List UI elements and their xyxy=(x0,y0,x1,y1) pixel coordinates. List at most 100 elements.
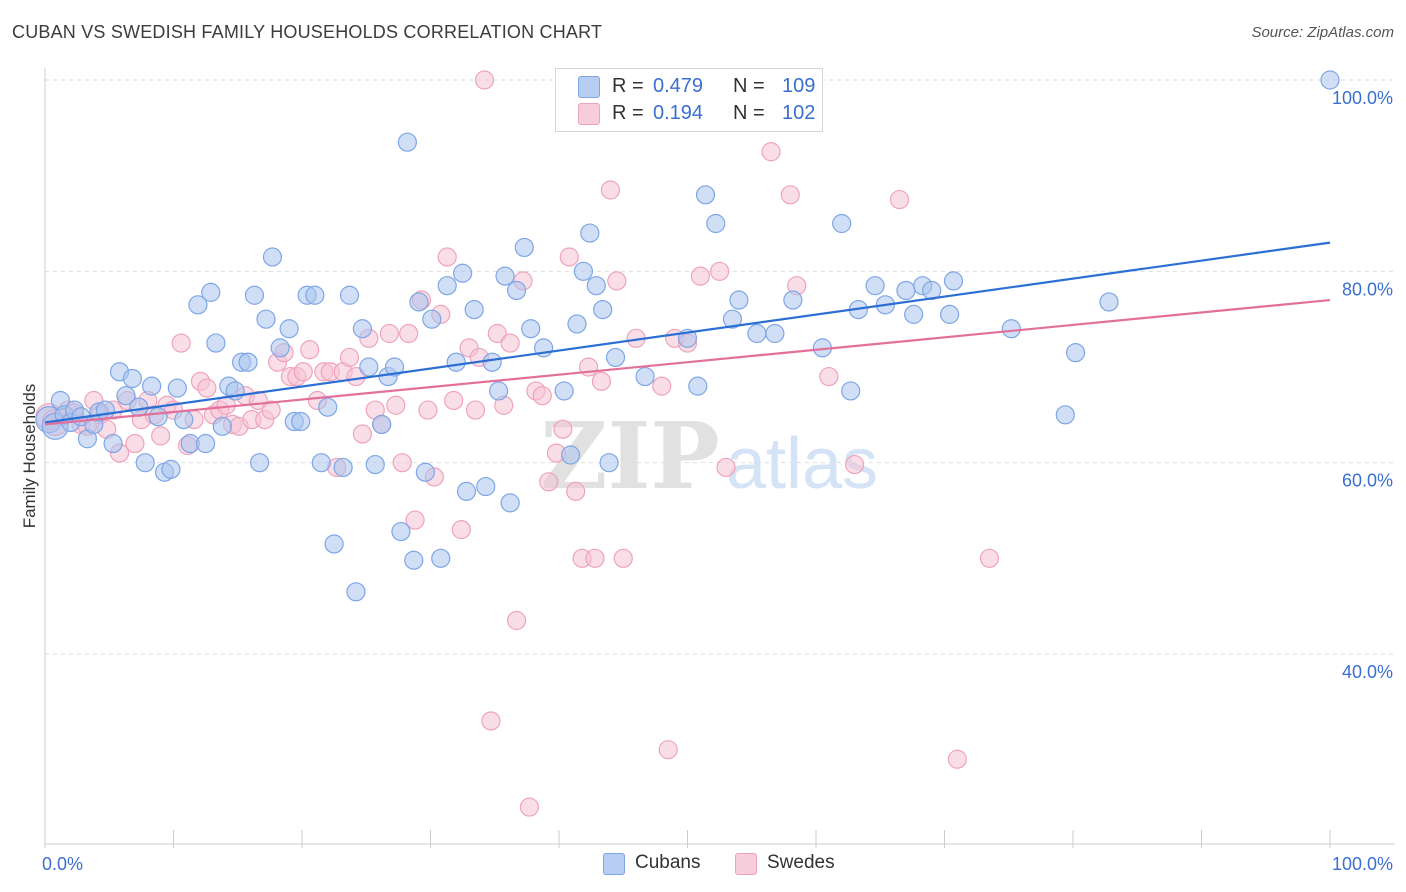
point-swedes xyxy=(889,189,910,210)
point-swedes xyxy=(474,70,495,90)
point-cubans xyxy=(404,550,424,570)
point-swedes xyxy=(519,797,540,817)
point-cubans xyxy=(456,481,477,501)
point-cubans xyxy=(729,290,749,310)
point-cubans xyxy=(783,290,803,310)
point-swedes xyxy=(690,266,710,286)
point-swedes xyxy=(418,400,438,420)
chart-title: CUBAN VS SWEDISH FAMILY HOUSEHOLDS CORRE… xyxy=(12,22,603,42)
point-swedes xyxy=(710,261,730,281)
point-cubans xyxy=(238,352,258,372)
point-cubans xyxy=(122,368,142,389)
point-cubans xyxy=(333,457,353,478)
point-swedes xyxy=(399,323,419,344)
point-cubans xyxy=(148,407,168,427)
bottom-swatch-swedes xyxy=(735,853,757,875)
point-cubans xyxy=(599,453,619,473)
point-cubans xyxy=(446,352,466,372)
data-points xyxy=(35,70,1340,817)
point-swedes xyxy=(437,247,457,267)
point-cubans xyxy=(688,376,708,396)
point-cubans xyxy=(695,185,716,205)
legend-n-value: 109 xyxy=(782,75,816,97)
point-swedes xyxy=(539,472,559,492)
y-tick-label: 40.0% xyxy=(1342,662,1393,682)
point-swedes xyxy=(339,347,360,368)
point-cubans xyxy=(635,366,655,387)
point-cubans xyxy=(142,376,162,396)
point-swedes xyxy=(600,180,621,200)
bottom-legend-label: Swedes xyxy=(767,852,835,873)
point-cubans xyxy=(841,381,861,401)
point-cubans xyxy=(174,410,194,430)
point-swedes xyxy=(392,453,412,473)
point-cubans xyxy=(135,453,155,473)
point-swedes xyxy=(261,400,281,420)
legend-r-value: 0.479 xyxy=(653,75,704,97)
point-swedes xyxy=(780,185,800,205)
point-swedes xyxy=(293,362,313,382)
point-cubans xyxy=(506,280,527,301)
point-swedes xyxy=(566,481,586,501)
point-swedes xyxy=(506,610,527,631)
point-cubans xyxy=(453,263,473,283)
point-cubans xyxy=(943,271,964,291)
point-cubans xyxy=(365,454,385,475)
bottom-legend-label: Cubans xyxy=(635,852,701,873)
point-cubans xyxy=(437,276,457,296)
point-cubans xyxy=(593,300,613,320)
point-cubans xyxy=(1065,343,1086,363)
point-cubans xyxy=(896,280,916,301)
point-cubans xyxy=(129,397,149,417)
legend-swatch-swedes xyxy=(578,103,600,125)
point-swedes xyxy=(607,271,627,291)
point-cubans xyxy=(372,414,392,434)
point-cubans xyxy=(391,521,411,542)
point-cubans xyxy=(249,453,270,473)
point-cubans xyxy=(904,304,924,324)
bottom-swatch-cubans xyxy=(603,853,625,875)
point-cubans xyxy=(482,352,502,372)
point-swedes xyxy=(481,711,501,731)
point-swedes xyxy=(591,371,612,391)
point-cubans xyxy=(318,397,338,417)
point-cubans xyxy=(256,309,276,329)
point-cubans xyxy=(116,386,136,406)
point-cubans xyxy=(586,276,606,296)
point-swedes xyxy=(947,749,967,769)
point-cubans xyxy=(431,548,451,568)
point-swedes xyxy=(559,247,579,267)
point-cubans xyxy=(291,411,311,432)
point-swedes xyxy=(716,457,736,478)
point-cubans xyxy=(188,295,208,315)
point-cubans xyxy=(747,323,767,344)
point-swedes xyxy=(352,424,372,444)
x-tick-label: 0.0% xyxy=(42,854,83,874)
y-tick-label: 60.0% xyxy=(1342,471,1393,491)
point-cubans xyxy=(1320,70,1340,90)
legend-r-label: R = xyxy=(612,102,644,124)
point-cubans xyxy=(103,433,123,454)
point-swedes xyxy=(197,378,217,398)
point-swedes xyxy=(379,323,399,344)
point-cubans xyxy=(212,416,232,436)
point-cubans xyxy=(521,319,541,339)
point-swedes xyxy=(761,142,781,162)
point-cubans xyxy=(324,534,344,554)
point-swedes xyxy=(451,520,471,540)
point-swedes xyxy=(125,433,145,454)
point-cubans xyxy=(560,445,581,465)
point-cubans xyxy=(832,213,852,234)
point-swedes xyxy=(444,390,464,411)
source-label: Source: ZipAtlas.com xyxy=(1251,24,1394,41)
point-cubans xyxy=(940,304,960,324)
point-cubans xyxy=(167,378,187,398)
point-swedes xyxy=(553,419,573,439)
point-swedes xyxy=(500,333,520,353)
point-cubans xyxy=(409,292,429,312)
point-cubans xyxy=(206,333,226,353)
point-cubans xyxy=(161,459,181,479)
point-cubans xyxy=(305,285,325,305)
correlation-legend: R = 0.479 N = 109 R = 0.194 N = 102 xyxy=(555,68,823,132)
point-cubans xyxy=(514,237,534,258)
